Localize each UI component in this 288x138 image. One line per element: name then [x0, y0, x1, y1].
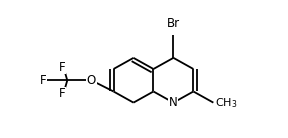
- Text: Br: Br: [167, 17, 180, 30]
- Text: F: F: [59, 61, 65, 74]
- Text: O: O: [87, 74, 96, 87]
- Text: F: F: [40, 74, 46, 87]
- Text: N: N: [169, 96, 178, 109]
- Text: F: F: [59, 87, 65, 100]
- Text: CH$_3$: CH$_3$: [215, 96, 238, 110]
